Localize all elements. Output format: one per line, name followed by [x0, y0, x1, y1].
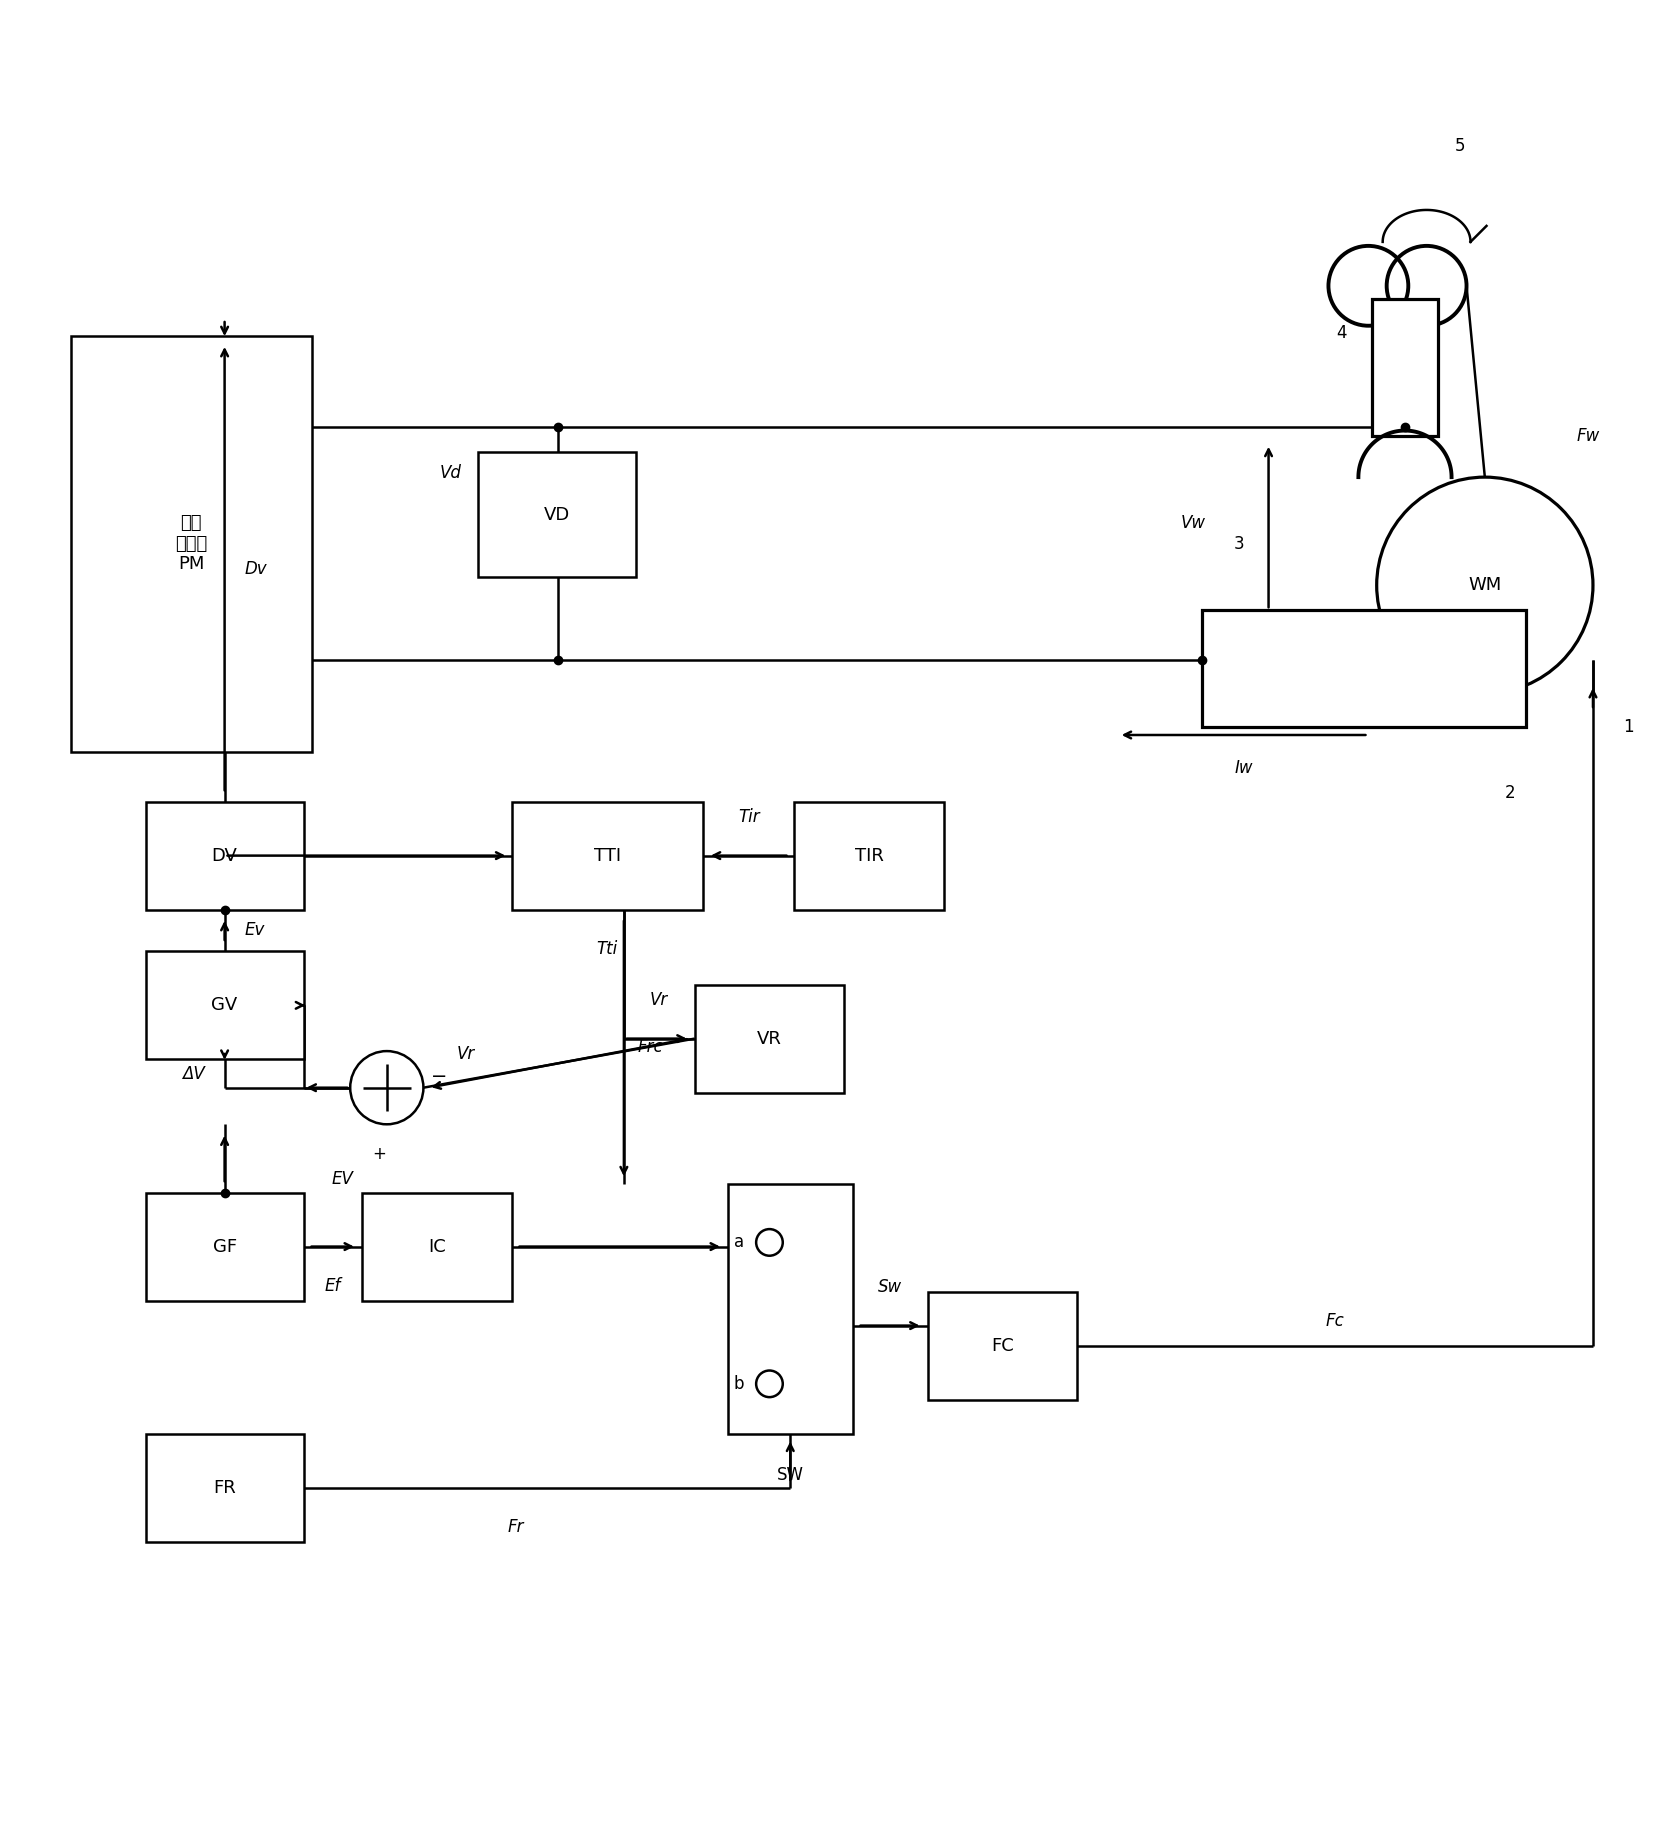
Text: Vr: Vr — [650, 991, 669, 1008]
Text: Iw: Iw — [1234, 760, 1252, 777]
Bar — [694, 984, 844, 1092]
Text: 1: 1 — [1624, 718, 1634, 736]
Text: Fr: Fr — [508, 1518, 523, 1535]
Text: Fw: Fw — [1577, 426, 1600, 444]
Text: IC: IC — [428, 1237, 446, 1256]
Bar — [727, 1184, 853, 1434]
Text: TIR: TIR — [854, 846, 884, 865]
Text: −: − — [431, 1067, 446, 1087]
Bar — [145, 951, 304, 1059]
Text: TTI: TTI — [594, 846, 620, 865]
Bar — [361, 1193, 512, 1300]
Bar — [928, 1293, 1077, 1401]
Text: FR: FR — [214, 1478, 236, 1496]
Bar — [478, 452, 637, 577]
Text: 2: 2 — [1505, 784, 1515, 802]
Text: EV: EV — [333, 1170, 354, 1188]
Bar — [145, 1193, 304, 1300]
Text: GV: GV — [211, 997, 237, 1013]
Text: Vd: Vd — [440, 465, 461, 483]
Bar — [1202, 610, 1527, 727]
Text: VR: VR — [757, 1030, 782, 1048]
Bar — [794, 802, 945, 909]
Bar — [512, 802, 702, 909]
Bar — [70, 336, 313, 751]
Text: Vr: Vr — [456, 1045, 475, 1063]
Text: DV: DV — [212, 846, 237, 865]
Text: 3: 3 — [1234, 534, 1244, 553]
Text: Frc: Frc — [637, 1037, 662, 1056]
Text: Ev: Ev — [244, 922, 264, 940]
Text: 4: 4 — [1336, 325, 1346, 341]
Text: GF: GF — [212, 1237, 237, 1256]
Text: Ef: Ef — [324, 1276, 341, 1294]
Bar — [145, 1434, 304, 1542]
Text: +: + — [373, 1144, 386, 1162]
Text: 5: 5 — [1455, 138, 1465, 154]
Text: SW: SW — [777, 1467, 804, 1483]
Text: Tir: Tir — [737, 808, 759, 826]
Text: Fc: Fc — [1326, 1313, 1344, 1331]
Text: Tti: Tti — [597, 940, 619, 958]
Text: Vw: Vw — [1180, 514, 1206, 532]
Text: a: a — [734, 1234, 744, 1252]
Bar — [145, 802, 304, 909]
Text: VD: VD — [543, 505, 570, 523]
Text: Sw: Sw — [878, 1278, 903, 1296]
Text: Dv: Dv — [244, 560, 268, 578]
Text: b: b — [734, 1375, 744, 1394]
Text: FC: FC — [991, 1337, 1013, 1355]
Text: 电源
主电路
PM: 电源 主电路 PM — [176, 514, 207, 573]
Text: WM: WM — [1468, 577, 1501, 595]
Text: ΔV: ΔV — [182, 1065, 204, 1083]
Bar — [1371, 299, 1438, 435]
